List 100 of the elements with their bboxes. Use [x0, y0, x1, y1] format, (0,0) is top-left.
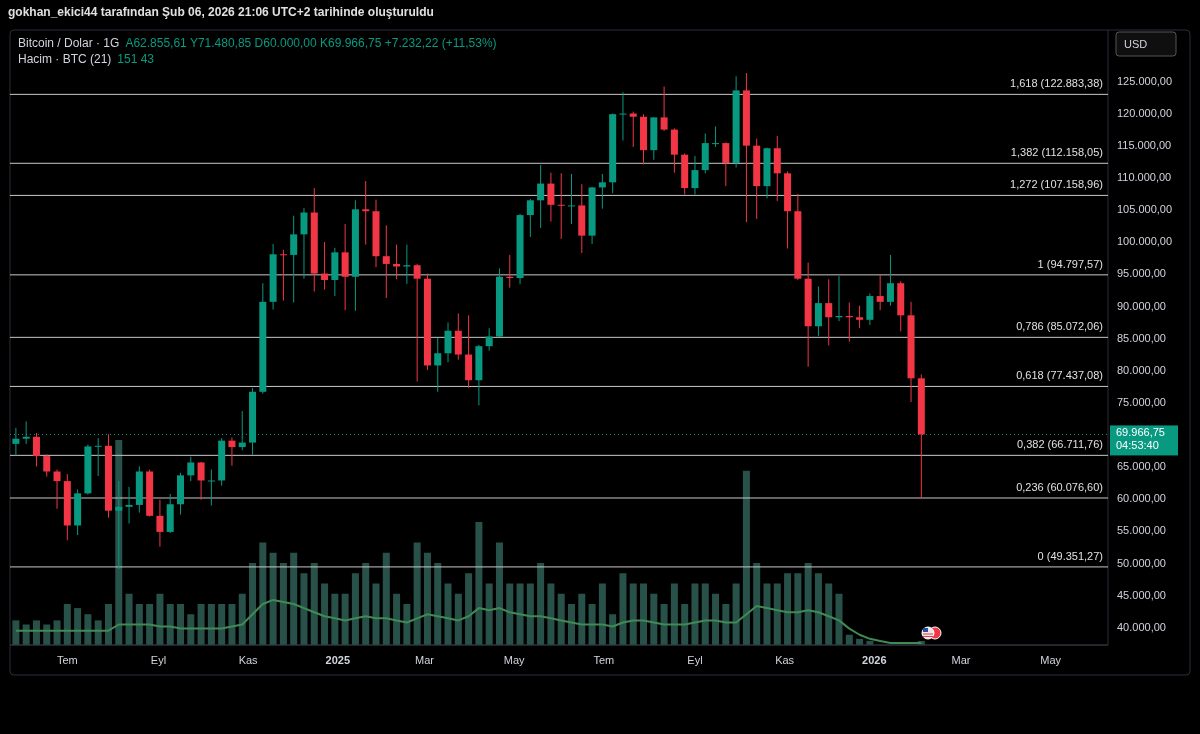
y-tick-label: 95.000,00: [1117, 267, 1166, 280]
ref-line-label: 0,236 (60.076,60): [1016, 480, 1103, 493]
bar: [125, 593, 133, 645]
candlestick: [125, 486, 133, 525]
y-tick-label: 110.000,00: [1117, 171, 1172, 184]
text: Bitcoin / Dolar · 1G: [18, 36, 120, 50]
bar: [660, 604, 668, 645]
bar: [177, 604, 185, 645]
x-tick-label: May: [503, 654, 526, 666]
y-tick-label: 45.000,00: [1117, 588, 1166, 601]
ref-line-label: 0,786 (85.072,06): [1016, 320, 1103, 333]
candlestick: [454, 312, 462, 361]
ref-line-label: 1,618 (122.883,38): [1010, 77, 1103, 90]
bar: [619, 573, 627, 645]
bar: [763, 583, 771, 645]
candlestick: [876, 274, 884, 311]
bar: [53, 620, 61, 645]
candlestick: [660, 86, 668, 132]
bar: [279, 563, 287, 645]
bar: [537, 563, 545, 645]
bar: [372, 583, 380, 645]
bar: [578, 593, 586, 645]
x-tick-label: Kas: [775, 654, 795, 666]
bar: [465, 573, 473, 645]
y-tick-label: 75.000,00: [1117, 395, 1166, 408]
bar: [640, 583, 648, 645]
bar: [218, 604, 226, 645]
ref-line-label: 1,272 (107.158,96): [1010, 178, 1103, 191]
y-tick-label: 65.000,00: [1117, 460, 1166, 473]
candlestick: [434, 337, 442, 393]
bar: [300, 573, 308, 645]
bar: [310, 563, 318, 645]
candlestick: [856, 305, 864, 329]
candlestick: [444, 321, 452, 363]
x-tick-label: Mar: [415, 654, 435, 666]
y-tick-label: 90.000,00: [1117, 299, 1166, 312]
y-tick-label: 60.000,00: [1117, 492, 1166, 505]
bar: [413, 542, 421, 645]
bar: [753, 563, 761, 645]
x-tick-label: Tem: [56, 654, 78, 666]
annotation: A62.855,61 Y71.480,85 D60.000,00 K69.966,75 +7.232,22 (+11,53%): [125, 36, 497, 50]
y-tick-label: 100.000,00: [1117, 235, 1173, 248]
bar: [197, 604, 205, 645]
bar: [341, 593, 349, 645]
bar: [557, 593, 565, 645]
bar: [403, 604, 411, 645]
bar: [104, 604, 112, 645]
y-tick-label: 55.000,00: [1117, 524, 1166, 537]
y-tick-label: 80.000,00: [1117, 363, 1166, 376]
ref-line-label: 1 (94.797,57): [1037, 257, 1103, 270]
candlestick: [279, 249, 287, 302]
candlestick: [43, 453, 51, 478]
candlestick: [53, 469, 61, 510]
bar: [506, 583, 514, 645]
candlestick: [228, 436, 236, 467]
bar: [444, 583, 452, 645]
bar: [784, 573, 792, 645]
candlestick: [825, 278, 833, 347]
y-tick-label: 120.000,00: [1117, 106, 1173, 119]
bar: [526, 583, 534, 645]
bar: [794, 573, 802, 645]
candlestick: [238, 410, 246, 451]
bar: [290, 552, 298, 645]
y-tick-label: 50.000,00: [1117, 556, 1166, 569]
bar: [12, 620, 20, 645]
candlestick: [557, 172, 565, 240]
candlestick: [485, 327, 493, 352]
candlestick: [156, 499, 164, 548]
bar: [681, 604, 689, 645]
candlestick: [382, 224, 390, 299]
x-tick-label: 2025: [325, 654, 351, 666]
ref-line-label: 0 (49.351,27): [1037, 549, 1103, 562]
candlestick: [722, 141, 730, 187]
bar: [382, 552, 390, 645]
y-tick-label: 125.000,00: [1117, 74, 1173, 87]
x-tick-label: Mar: [951, 654, 971, 666]
candlestick: [22, 420, 30, 445]
bar: [588, 604, 596, 645]
y-tick-label: 105.000,00: [1117, 203, 1173, 216]
annotation: 151 43: [117, 52, 155, 66]
x-tick-label: Eyl: [150, 654, 167, 666]
candlestick: [814, 285, 822, 337]
candlestick: [629, 111, 637, 148]
x-tick-label: Kas: [238, 654, 259, 666]
candlestick: [567, 173, 575, 225]
bar: [650, 593, 658, 645]
bar: [63, 604, 71, 645]
candlestick: [94, 437, 102, 477]
x-tick-label: Tem: [593, 654, 615, 666]
bar: [393, 593, 401, 645]
x-tick-label: 2026: [862, 654, 887, 666]
candlestick: [413, 263, 421, 383]
bar: [259, 542, 267, 645]
candlestick: [362, 180, 370, 246]
bar: [485, 583, 493, 645]
bar: [814, 573, 822, 645]
bar: [454, 593, 462, 645]
bar: [712, 593, 720, 645]
bar: [835, 593, 843, 645]
bar: [701, 583, 709, 645]
